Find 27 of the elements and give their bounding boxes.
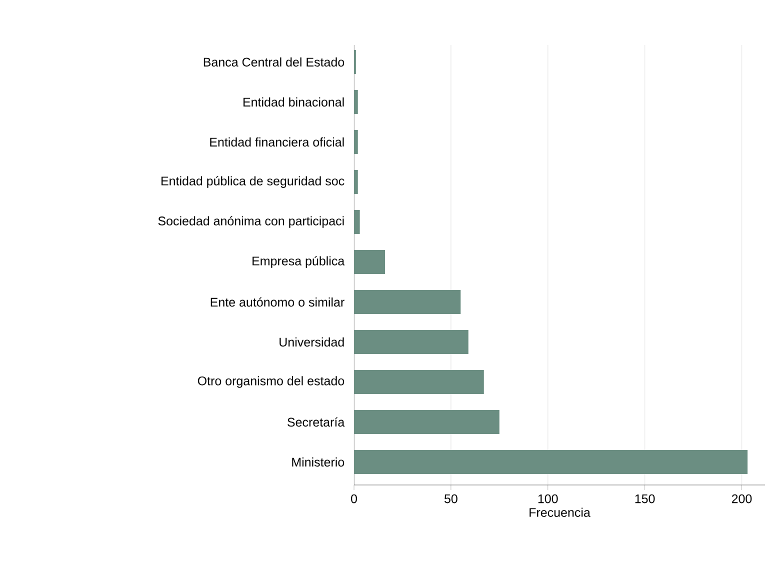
x-tick-label: 0	[351, 494, 357, 504]
bar	[354, 210, 360, 234]
bar	[354, 450, 748, 474]
bar	[354, 90, 358, 114]
x-axis-title: Frecuencia	[530, 508, 590, 517]
bar	[354, 410, 500, 434]
x-tick-label: 100	[538, 494, 558, 504]
y-tick-label: Empresa pública	[252, 256, 345, 268]
bar	[354, 290, 461, 314]
y-tick-label: Entidad binacional	[244, 97, 344, 107]
y-tick-label: Ente autónomo o similar	[210, 297, 344, 307]
x-tick-label: 200	[732, 494, 752, 504]
bar	[354, 130, 358, 154]
y-tick-label: Entidad financiera oficial	[210, 137, 344, 147]
y-tick-label: Entidad pública de seguridad soc	[162, 176, 344, 188]
y-tick-label: Universidad	[280, 337, 344, 347]
y-tick-label: Banca Central del Estado	[204, 57, 344, 67]
bar	[354, 170, 358, 194]
y-tick-label: Secretaría	[288, 417, 345, 427]
x-tick-label: 150	[635, 494, 655, 504]
bar	[354, 330, 468, 354]
bar	[354, 250, 386, 274]
y-tick-label: Otro organismo del estado	[198, 376, 344, 388]
y-tick-label: Ministerio	[292, 457, 344, 467]
y-tick-label: Sociedad anónima con participaci	[158, 216, 344, 228]
x-tick-label: 50	[444, 494, 458, 504]
bar	[354, 370, 484, 394]
